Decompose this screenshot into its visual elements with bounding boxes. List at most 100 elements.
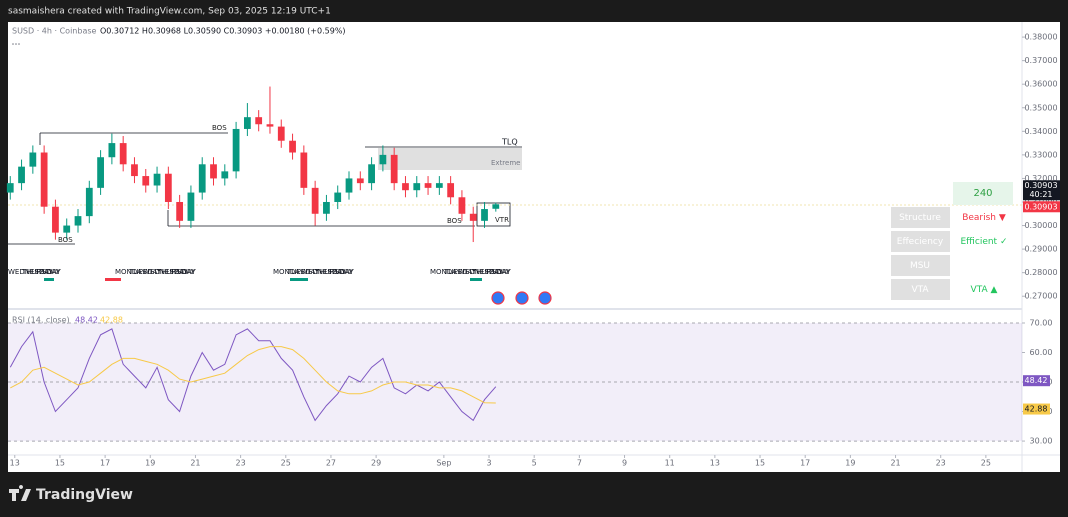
candle-body — [481, 209, 488, 221]
panel-cell — [891, 279, 950, 300]
panel-cell — [891, 231, 950, 252]
ohlc-legend: O0.30712 H0.30968 L0.30590 C0.30903 +0.0… — [100, 27, 346, 36]
day-label: TUESDAY — [443, 268, 477, 276]
candle-body — [40, 152, 48, 207]
candle-body — [63, 225, 71, 233]
candle-body — [277, 126, 285, 141]
x-tick-label: 11 — [665, 459, 675, 468]
x-tick-label: 3 — [486, 459, 491, 468]
close-price: 0.30903 — [1024, 202, 1057, 211]
day-label: FRIDAY — [486, 268, 511, 276]
day-label: WEDNESDAY — [458, 268, 503, 276]
symbol-legend: SUSD · 4h · Coinbase — [12, 27, 97, 36]
candle-body — [492, 204, 500, 209]
brand: TradingView — [36, 487, 133, 503]
candle-body — [379, 154, 387, 165]
day-label: THURSDAY — [21, 268, 60, 276]
value-badge-label: 42.88 — [1025, 405, 1048, 414]
annotation: BOS — [212, 124, 227, 132]
x-tick-label: Sep — [436, 459, 451, 468]
y-tick-label: 0.27000 — [1024, 292, 1057, 301]
day-label: TUESDAY — [128, 268, 162, 276]
candle-body — [334, 192, 342, 202]
candle-body — [74, 216, 82, 226]
y-tick-label: 0.32000 — [1024, 174, 1057, 183]
y-tick-label: 0.36000 — [1024, 80, 1057, 89]
y-tick-label: 0.33000 — [1024, 150, 1057, 159]
rsi-legend: RSI (14, close) — [12, 316, 70, 325]
candle-body — [85, 187, 93, 217]
panel-cell — [891, 207, 950, 228]
candle-body — [221, 171, 229, 179]
y-tick-label: 0.38000 — [1024, 33, 1057, 42]
candle-body — [131, 164, 138, 177]
candle-body — [52, 206, 59, 233]
candle-body — [289, 140, 296, 153]
day-label: THURSDAY — [471, 268, 510, 276]
rsi-value: 48.42 — [75, 316, 98, 325]
panel-cell — [891, 255, 950, 276]
x-tick-label: 23 — [236, 459, 246, 468]
y-tick-label: 0.37000 — [1024, 56, 1057, 65]
pane-divider — [8, 308, 1022, 310]
candle-body — [6, 183, 14, 193]
x-tick-label: 17 — [800, 459, 810, 468]
y-tick-label: 0.28000 — [1024, 268, 1057, 277]
candle-body — [153, 173, 161, 186]
x-tick-label: 25 — [981, 459, 991, 468]
day-label: FRIDAY — [329, 268, 354, 276]
x-tick-label: 9 — [622, 459, 627, 468]
x-tick-label: 5 — [532, 459, 537, 468]
x-tick-label: 19 — [145, 459, 155, 468]
day-ticks — [44, 278, 482, 281]
y-tick-label: 0.29000 — [1024, 245, 1057, 254]
x-tick-label: 21 — [890, 459, 900, 468]
candle-body — [424, 183, 432, 188]
x-tick-label: 19 — [845, 459, 855, 468]
candle-body — [311, 187, 319, 214]
timeframe-box — [953, 182, 1013, 205]
chart-area — [8, 22, 1060, 472]
candle-body — [266, 124, 274, 127]
rsi-line — [9, 328, 497, 422]
day-label: MONDAY — [273, 268, 304, 276]
candle-body — [176, 201, 184, 221]
candle-body — [119, 143, 127, 165]
day-label: MONDAY — [430, 268, 461, 276]
panel-label: Effeciency — [897, 237, 944, 247]
extreme-zone — [378, 148, 522, 170]
day-label: FRIDAY — [36, 268, 61, 276]
x-tick-label: 13 — [10, 459, 20, 468]
candle-body — [390, 154, 398, 184]
rsi-line — [10, 346, 496, 404]
x-tick-label: 27 — [326, 459, 336, 468]
y-tick-label: 0.35000 — [1024, 103, 1057, 112]
day-label: WEDNESDAY — [301, 268, 346, 276]
candle-body — [255, 117, 263, 125]
close-price-box — [1023, 201, 1060, 213]
panel-label: MSU — [910, 261, 930, 271]
value-badge — [1023, 375, 1050, 387]
candle-body — [345, 178, 353, 193]
day-label: TUESDAY — [286, 268, 320, 276]
candle-body — [232, 128, 240, 172]
panel-value: Bearish ▼ — [962, 213, 1006, 223]
event-icons — [491, 291, 552, 305]
x-tick-label: 23 — [936, 459, 946, 468]
candle-body — [18, 166, 25, 184]
y-tick-label: 30.00 — [1030, 437, 1053, 446]
x-tick-label: 15 — [755, 459, 765, 468]
timeframe: 240 — [973, 188, 992, 199]
candle-body — [447, 183, 455, 198]
candle-body — [435, 183, 443, 188]
x-tick-label: 21 — [190, 459, 200, 468]
day-label: WEDNESDAY — [8, 268, 53, 276]
annotation: TLQ — [501, 138, 518, 147]
y-tick-label: 0.34000 — [1024, 127, 1057, 136]
candle-body — [458, 197, 466, 214]
candle-body — [210, 164, 217, 179]
value-badge — [1023, 403, 1050, 415]
day-label: THURSDAY — [314, 268, 353, 276]
